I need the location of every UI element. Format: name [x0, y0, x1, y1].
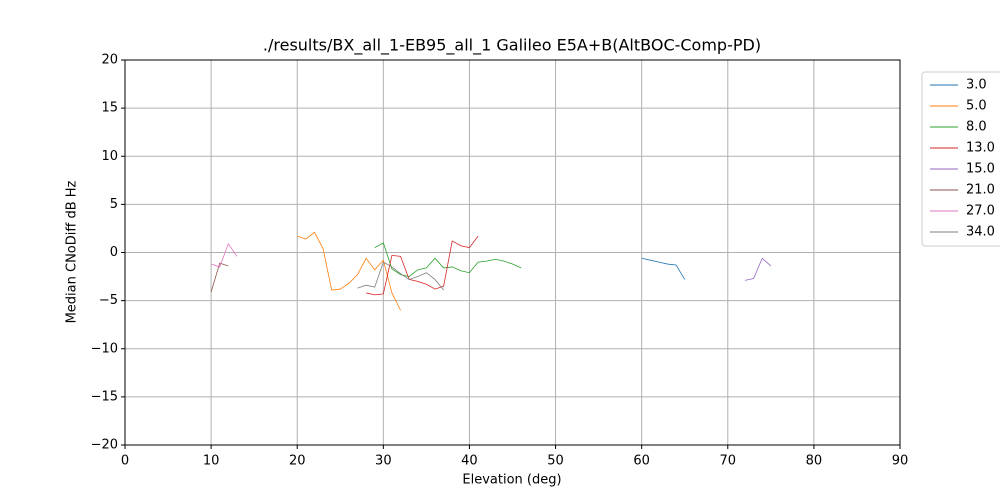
- series-line: [744, 257, 772, 281]
- y-tick-label: 5: [110, 197, 118, 212]
- legend-label: 21.0: [966, 183, 995, 198]
- x-tick-label: 30: [375, 454, 392, 469]
- x-tick-label: 60: [633, 454, 650, 469]
- legend-label: 27.0: [966, 204, 995, 219]
- series-line: [641, 257, 686, 280]
- legend-label: 34.0: [966, 225, 995, 240]
- series-line: [374, 242, 522, 277]
- legend-label: 3.0: [966, 78, 987, 93]
- x-tick-label: 40: [461, 454, 478, 469]
- legend-label: 5.0: [966, 99, 987, 114]
- y-tick-label: −10: [91, 341, 118, 356]
- x-tick-label: 70: [720, 454, 737, 469]
- series-line: [366, 235, 479, 296]
- series-line: [297, 231, 401, 311]
- y-tick-label: −5: [99, 293, 118, 308]
- legend-label: 15.0: [966, 162, 995, 177]
- y-tick-label: −20: [91, 438, 118, 453]
- x-tick-label: 90: [892, 454, 909, 469]
- legend-label: 8.0: [966, 120, 987, 135]
- y-axis-label: Median CNoDiff dB Hz: [65, 180, 80, 323]
- x-tick-label: 20: [289, 454, 306, 469]
- legend-label: 13.0: [966, 141, 995, 156]
- y-tick-label: −15: [91, 389, 118, 404]
- legend-box: [921, 71, 1000, 247]
- series-line: [210, 242, 238, 268]
- x-tick-label: 80: [806, 454, 823, 469]
- x-axis-label: Elevation (deg): [462, 473, 561, 488]
- y-tick-label: 15: [101, 101, 118, 116]
- x-tick-label: 0: [121, 454, 129, 469]
- chart-title: ./results/BX_all_1-EB95_all_1 Galileo E5…: [263, 36, 761, 56]
- x-tick-label: 10: [203, 454, 220, 469]
- x-tick-label: 50: [547, 454, 564, 469]
- y-tick-label: 20: [101, 53, 118, 68]
- y-tick-label: 10: [101, 149, 118, 164]
- series-line: [210, 262, 229, 293]
- plot-frame: [124, 59, 901, 446]
- series-line: [357, 261, 444, 291]
- y-tick-label: 0: [110, 245, 118, 260]
